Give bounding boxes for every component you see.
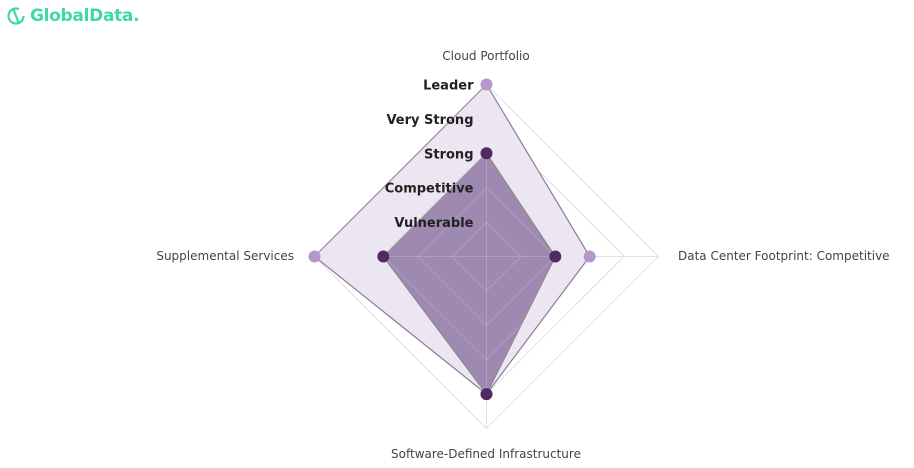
level-label: Vulnerable (394, 216, 473, 231)
grid-ring-overlay (313, 83, 660, 430)
level-label: Leader (423, 79, 474, 94)
globaldata-logo: GlobalData. (6, 6, 140, 26)
axis-label: Cloud Portfolio (442, 49, 529, 63)
globaldata-logo-icon (7, 7, 25, 25)
level-label: Strong (424, 147, 473, 162)
axis-label: Software-Defined Infrastructure (391, 447, 581, 461)
data-point[interactable] (480, 388, 493, 401)
data-point[interactable] (480, 147, 493, 160)
data-point[interactable] (549, 250, 562, 263)
axis-label: Data Center Footprint: Competitive (678, 249, 890, 263)
grid-ring-overlay (416, 186, 557, 327)
axis-label: Supplemental Services (156, 249, 294, 263)
data-point[interactable] (480, 78, 493, 91)
data-point[interactable] (377, 250, 390, 263)
level-label: Very Strong (386, 113, 473, 128)
grid-ring-overlay (451, 221, 522, 292)
grid-ring-overlay (382, 152, 591, 361)
level-label: Competitive (385, 182, 474, 197)
data-point[interactable] (308, 250, 321, 263)
data-point[interactable] (583, 250, 596, 263)
logo-text: GlobalData. (30, 6, 140, 26)
